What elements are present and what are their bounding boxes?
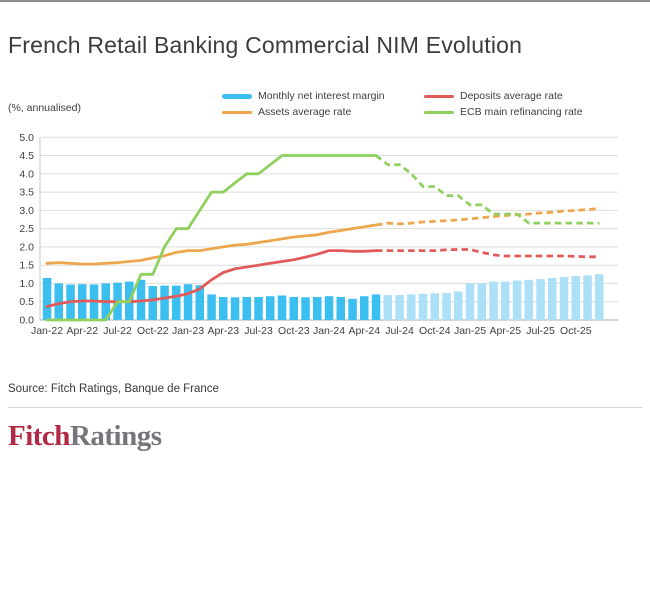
nim-bar bbox=[266, 296, 275, 320]
y-tick-label: 4.5 bbox=[19, 150, 34, 162]
nim-bar bbox=[254, 297, 263, 320]
nim-bar bbox=[477, 283, 486, 320]
fitch-ratings-logo: FitchRatings bbox=[8, 420, 162, 453]
y-tick-label: 0.5 bbox=[19, 296, 34, 308]
x-tick-label: Jul-25 bbox=[526, 325, 555, 337]
nim-bar bbox=[360, 296, 369, 320]
y-tick-label: 3.5 bbox=[19, 187, 34, 199]
y-tick-label: 1.5 bbox=[19, 260, 34, 272]
line-actual bbox=[45, 249, 378, 308]
nim-bar bbox=[395, 295, 404, 320]
x-tick-label: Jul-23 bbox=[244, 325, 273, 337]
nim-bar bbox=[195, 285, 204, 320]
x-tick-label: Oct-25 bbox=[560, 325, 592, 337]
y-tick-label: 2.5 bbox=[19, 223, 34, 235]
page-title: French Retail Banking Commercial NIM Evo… bbox=[8, 32, 523, 59]
nim-bar bbox=[489, 281, 498, 320]
nim-bar bbox=[207, 294, 216, 320]
legend-label-monthly-nim: Monthly net interest margin bbox=[258, 90, 385, 102]
x-tick-label: Apr-24 bbox=[349, 325, 381, 337]
nim-bar bbox=[42, 278, 52, 320]
y-tick-label: 3.0 bbox=[19, 205, 34, 217]
nim-bar bbox=[454, 291, 463, 320]
nim-bar bbox=[571, 276, 580, 320]
legend-item-deposits-rate: Deposits average rate bbox=[424, 89, 563, 103]
x-tick-label: Jul-22 bbox=[103, 325, 132, 337]
nim-bar bbox=[219, 297, 228, 320]
nim-bar bbox=[524, 279, 533, 320]
footer-divider bbox=[8, 407, 642, 408]
legend-label-ecb-rate: ECB main refinancing rate bbox=[460, 106, 583, 118]
nim-bar bbox=[242, 297, 251, 320]
line-forecast bbox=[375, 154, 600, 225]
legend-item-assets-rate: Assets average rate bbox=[222, 105, 351, 119]
nim-bar bbox=[148, 286, 157, 320]
x-tick-label: Apr-23 bbox=[208, 325, 240, 337]
y-tick-label: 0.0 bbox=[19, 315, 34, 327]
nim-bar bbox=[548, 278, 557, 320]
nim-bar bbox=[371, 294, 381, 320]
nim-bar bbox=[54, 283, 63, 320]
nim-bar bbox=[183, 284, 193, 320]
logo-fitch-text: Fitch bbox=[8, 420, 70, 452]
legend-label-deposits-rate: Deposits average rate bbox=[460, 90, 563, 102]
nim-bar bbox=[301, 297, 310, 320]
nim-bar bbox=[465, 283, 475, 320]
nim-bar bbox=[442, 293, 451, 320]
y-tick-label: 2.0 bbox=[19, 241, 34, 253]
legend-swatch-monthly-nim bbox=[222, 93, 252, 99]
x-tick-label: Apr-25 bbox=[490, 325, 522, 337]
legend-item-ecb-rate: ECB main refinancing rate bbox=[424, 105, 583, 119]
nim-bar bbox=[160, 285, 169, 320]
nim-bar bbox=[324, 296, 334, 320]
nim-bar bbox=[501, 281, 510, 320]
nim-bar bbox=[277, 295, 287, 320]
nim-bar bbox=[336, 297, 345, 320]
nim-bar bbox=[595, 274, 604, 320]
nim-evolution-chart: 0.0 0.5 1.0 1.5 2.0 2.5 3.0 3.5 4.0 4.5 5.0 Jan-22 A… bbox=[19, 132, 618, 337]
nim-bar bbox=[348, 298, 357, 320]
nim-bar bbox=[512, 280, 522, 320]
nim-bar bbox=[407, 294, 416, 320]
nim-bar bbox=[583, 275, 592, 320]
nim-bar bbox=[289, 297, 298, 320]
x-tick-label: Jan-23 bbox=[172, 325, 204, 337]
y-tick-label: 5.0 bbox=[19, 132, 34, 144]
x-tick-label: Jan-22 bbox=[31, 325, 63, 337]
nim-bar bbox=[230, 297, 240, 320]
source-line: Source: Fitch Ratings, Banque de France bbox=[8, 383, 219, 395]
x-tick-label: Oct-23 bbox=[278, 325, 310, 337]
line-forecast bbox=[375, 207, 600, 227]
legend-label-assets-rate: Assets average rate bbox=[258, 106, 352, 118]
x-tick-label: Jan-25 bbox=[454, 325, 486, 337]
x-tick-label: Oct-24 bbox=[419, 325, 451, 337]
x-tick-label: Jan-24 bbox=[313, 325, 345, 337]
line-actual bbox=[45, 223, 378, 266]
nim-bar bbox=[172, 285, 181, 320]
nim-bar bbox=[313, 297, 322, 320]
legend-swatch-assets-rate bbox=[222, 110, 252, 114]
top-border-rule bbox=[0, 0, 650, 2]
y-tick-label: 4.0 bbox=[19, 168, 34, 180]
nim-bar bbox=[559, 277, 569, 320]
x-tick-label: Jul-24 bbox=[385, 325, 414, 337]
y-axis-unit-label: (%, annualised) bbox=[8, 102, 81, 114]
nim-bar bbox=[430, 293, 439, 320]
x-tick-label: Oct-22 bbox=[137, 325, 169, 337]
nim-bar bbox=[418, 293, 428, 320]
line-actual bbox=[45, 154, 378, 322]
nim-bar bbox=[536, 279, 545, 320]
nim-bar bbox=[383, 295, 392, 320]
legend-item-monthly-nim: Monthly net interest margin bbox=[222, 89, 385, 103]
legend-swatch-ecb-rate bbox=[424, 110, 454, 114]
x-tick-label: Apr-22 bbox=[67, 325, 99, 337]
logo-ratings-text: Ratings bbox=[69, 420, 162, 452]
line-forecast bbox=[376, 248, 600, 259]
legend-swatch-deposits-rate bbox=[424, 94, 454, 98]
y-tick-label: 1.0 bbox=[19, 278, 34, 290]
